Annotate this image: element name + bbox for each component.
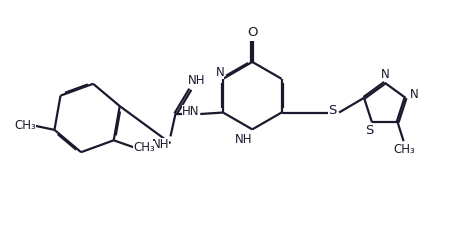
Text: S: S [328,104,336,117]
Text: N: N [380,68,389,81]
Text: NH: NH [187,74,205,87]
Text: NH: NH [235,133,252,146]
Text: CH₃: CH₃ [393,143,415,156]
Text: N: N [216,66,224,79]
Text: N: N [410,88,418,101]
Text: CH₃: CH₃ [14,119,36,132]
Text: CH₃: CH₃ [133,141,155,154]
Text: S: S [365,124,373,137]
Text: HN: HN [182,105,200,118]
Text: NH: NH [152,138,169,151]
Text: O: O [247,26,258,39]
